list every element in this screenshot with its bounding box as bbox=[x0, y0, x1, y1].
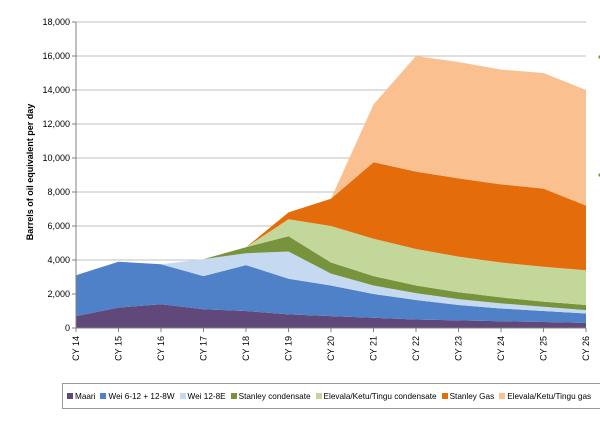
y-tick-label: 18,000 bbox=[42, 17, 70, 27]
x-tick-label: CY 25 bbox=[539, 336, 549, 361]
legend-swatch bbox=[179, 393, 186, 399]
gridlines bbox=[76, 21, 586, 295]
legend-label: Wei 6-12 + 12-8W bbox=[108, 391, 175, 401]
area-wei-12-8e bbox=[76, 251, 586, 314]
y-tick-label: 10,000 bbox=[42, 153, 70, 163]
y-tick-label: 4,000 bbox=[47, 255, 70, 265]
x-tick-label: CY 15 bbox=[114, 336, 124, 361]
legend-item: Wei 12-8E bbox=[179, 391, 226, 401]
legend-label: Elevala/Ketu/Tingu condensate bbox=[323, 391, 437, 401]
y-tick-label: 0 bbox=[65, 323, 70, 333]
legend-swatch bbox=[315, 393, 322, 399]
legend-item: Stanley condensate bbox=[230, 391, 311, 401]
area-series bbox=[76, 56, 586, 328]
x-tick-label: CY 19 bbox=[284, 336, 294, 361]
legend-swatch bbox=[230, 393, 237, 399]
legend-swatch bbox=[67, 393, 73, 399]
legend-item: Elevala/Ketu/Tingu gas bbox=[499, 392, 591, 401]
y-tick-label: 2,000 bbox=[47, 289, 70, 299]
y-tick-label: 8,000 bbox=[47, 187, 70, 197]
x-tick-label: CY 22 bbox=[411, 336, 421, 361]
x-tick-label: CY 23 bbox=[454, 336, 464, 361]
y-tick-label: 16,000 bbox=[42, 51, 70, 61]
legend-label: Stanley condensate bbox=[238, 391, 311, 401]
legend-swatch bbox=[499, 393, 506, 399]
y-tick-label: 12,000 bbox=[42, 119, 70, 129]
legend-swatch bbox=[441, 393, 448, 399]
x-tick-label: CY 18 bbox=[241, 336, 251, 361]
x-tick-labels: CY 14 CY 15 CY 16 CY 17 CY 18 CY 19 CY 20 CY 21… bbox=[71, 336, 591, 361]
area-elevala-ketu-tingu-gas bbox=[76, 56, 586, 276]
x-tick-label: CY 26 bbox=[581, 336, 591, 361]
area-stanley-condensate bbox=[76, 236, 586, 311]
legend-label: Elevala/Ketu/Tingu gas bbox=[507, 391, 592, 401]
legend-label: Maari bbox=[75, 391, 96, 401]
x-tick-label: CY 21 bbox=[369, 336, 379, 361]
axes bbox=[72, 21, 587, 332]
y-tick-labels: 0 2,000 4,000 6,000 8,000 10,000 12,000 14,000 1… bbox=[42, 17, 70, 333]
x-tick-label: CY 17 bbox=[199, 336, 209, 361]
legend-label: Stanley Gas bbox=[449, 391, 495, 401]
legend-item: Elevala/Ketu/Tingu condensate bbox=[315, 391, 437, 401]
legend-swatch bbox=[100, 393, 107, 399]
legend-label: Wei 12-8E bbox=[187, 391, 226, 401]
x-tick-label: CY 24 bbox=[496, 336, 506, 361]
y-axis-label: Barrels of oil equivalent per day bbox=[25, 104, 35, 241]
y-tick-label: 14,000 bbox=[42, 85, 70, 95]
legend-item: Stanley Gas bbox=[441, 391, 495, 401]
x-tick-label: CY 16 bbox=[156, 336, 166, 361]
x-tick-label: CY 14 bbox=[71, 336, 81, 361]
legend-item: Wei 6-12 + 12-8W bbox=[100, 391, 175, 401]
x-tick-label: CY 20 bbox=[326, 336, 336, 361]
area-stanley-gas bbox=[76, 162, 586, 276]
area-elevala-ketu-tingu-condensate bbox=[76, 219, 586, 306]
legend-item: Maari bbox=[67, 392, 95, 401]
y-tick-label: 6,000 bbox=[47, 221, 70, 231]
area-wei-6-12-12-8w bbox=[76, 261, 586, 323]
legend: Maari Wei 6-12 + 12-8W Wei 12-8E Stanley co… bbox=[62, 383, 600, 409]
